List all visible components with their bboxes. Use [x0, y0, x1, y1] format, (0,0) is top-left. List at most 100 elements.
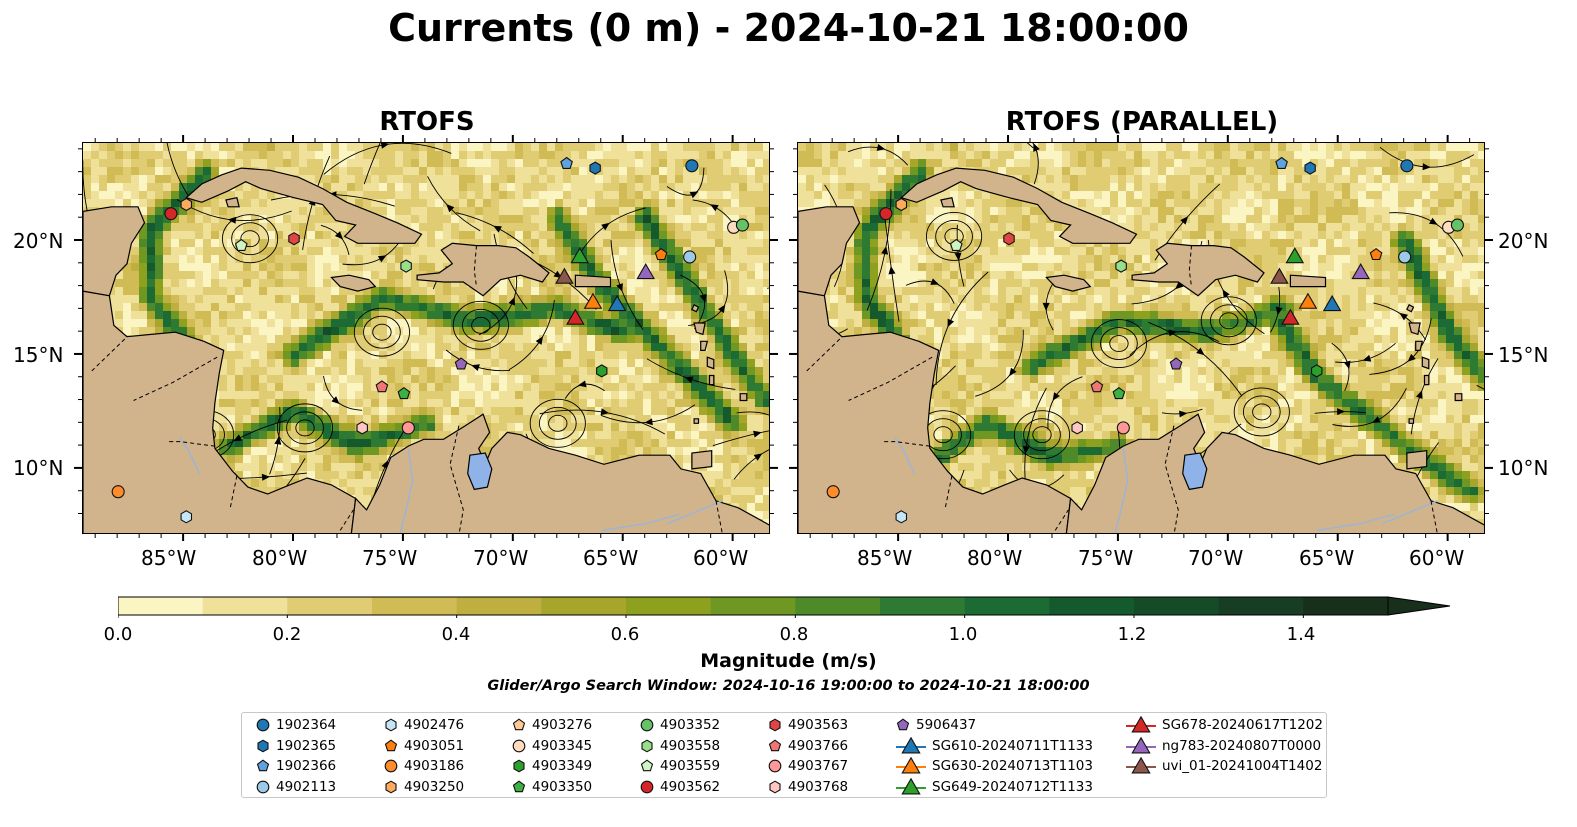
legend-triangle-marker [901, 736, 921, 754]
legend-label: 4902113 [276, 778, 337, 795]
left-obs-marker [589, 161, 601, 175]
right-observation-markers [826, 156, 1464, 524]
legend-item: 4903563 [768, 715, 848, 735]
left-obs-marker [288, 232, 300, 246]
legend-triangle-marker [1131, 736, 1151, 754]
left-obs-marker [375, 380, 389, 393]
colorbar-segment [964, 597, 1050, 615]
left-map-canvas [83, 143, 769, 533]
left-obs-marker [685, 159, 699, 173]
legend-label: 4903250 [404, 778, 465, 795]
colorbar-segment [541, 597, 627, 615]
triangle-marker-icon [1126, 716, 1156, 733]
pentagon-marker-icon [256, 759, 270, 772]
legend-item: 4903559 [640, 756, 720, 776]
legend-item: 4903767 [768, 756, 848, 776]
right-obs-marker [895, 510, 908, 524]
left-obs-marker [583, 292, 603, 309]
legend-label: uvi_01-20241004T1402 [1162, 758, 1323, 774]
right-rivers [894, 436, 1438, 533]
legend-triangle-marker [1131, 716, 1151, 733]
colorbar-segment [1303, 597, 1389, 615]
left-observation-markers [111, 156, 749, 524]
left-rivers [179, 436, 723, 533]
figure-title: Currents (0 m) - 2024-10-21 18:00:00 [388, 6, 1189, 50]
right-obs-marker [895, 197, 908, 212]
legend-label: 4903559 [660, 758, 721, 774]
legend-item: 4903350 [512, 777, 592, 797]
colorbar-segment [287, 597, 373, 615]
right-obs-marker [1304, 161, 1316, 175]
right-lon-label: 70°W [1188, 546, 1244, 570]
colorbar-segment [1218, 597, 1304, 615]
left-obs-marker [397, 387, 411, 400]
legend-item: SG649-20240712T1133 [896, 777, 1093, 797]
legend-triangle-marker [901, 777, 921, 795]
colorbar [118, 596, 1451, 618]
left-obs-marker [636, 263, 655, 280]
left-map-panel[interactable] [82, 142, 770, 534]
legend-item: 4903345 [512, 736, 592, 756]
legend-label: 4903563 [788, 717, 849, 733]
left-obs-marker [164, 207, 178, 221]
colorbar-segment [880, 597, 966, 615]
circle-marker-icon [512, 739, 526, 752]
pentagon-marker-icon [896, 718, 910, 731]
legend-circle-marker [512, 739, 526, 752]
colorbar-tick: 1.0 [948, 624, 978, 645]
right-map-panel[interactable] [797, 142, 1485, 534]
legend-item: SG678-20240617T1202 [1126, 715, 1323, 735]
legend-hexagon-marker [641, 739, 653, 752]
left-obs-marker [400, 259, 412, 273]
right-obs-marker [1369, 248, 1383, 261]
legend-circle-marker [768, 759, 782, 773]
right-obs-marker [949, 238, 963, 251]
colorbar-segment [626, 597, 712, 615]
hexagon-marker-icon [385, 718, 397, 732]
left-obs-marker [654, 248, 668, 261]
right-panel-title: RTOFS (PARALLEL) [1005, 107, 1279, 137]
hexagon-marker-icon [769, 780, 781, 793]
legend-hexagon-marker [769, 718, 781, 732]
right-obs-marker [1450, 218, 1464, 232]
legend-item: uvi_01-20241004T1402 [1126, 756, 1322, 776]
left-lat-label: 20°N [13, 229, 64, 253]
right-obs-marker [1116, 421, 1130, 435]
legend-hexagon-marker [385, 780, 397, 793]
legend-item: 4903250 [384, 777, 464, 797]
legend-item: 4903352 [640, 715, 720, 735]
right-obs-marker [1169, 357, 1183, 370]
legend-item: 4902476 [384, 715, 464, 735]
hexagon-marker-icon [513, 759, 525, 773]
colorbar-tick: 1.4 [1286, 624, 1316, 645]
triangle-marker-icon [896, 777, 926, 795]
colorbar-tick: 0.8 [779, 624, 809, 645]
legend-hexagon-marker [513, 759, 525, 773]
left-borders [91, 245, 723, 533]
colorbar-segment [1134, 597, 1220, 615]
right-lon-label: 65°W [1299, 546, 1355, 570]
right-obs-marker [1112, 387, 1126, 400]
left-obs-marker [735, 218, 749, 232]
legend-pentagon-marker [896, 718, 910, 731]
legend-hexagon-marker [385, 718, 397, 732]
right-borders [806, 245, 1438, 533]
right-obs-marker [1398, 250, 1412, 264]
colorbar-tick: 0.2 [272, 624, 302, 645]
left-lon-label: 75°W [362, 546, 418, 570]
circle-marker-icon [640, 780, 654, 793]
legend-item: 4903349 [512, 756, 592, 776]
triangle-marker-icon [896, 736, 926, 754]
colorbar-extend-max [1387, 596, 1451, 616]
legend: 1902364 1902365 1902366 4902113 4902476 49030… [241, 712, 1327, 798]
triangle-marker-icon [1126, 736, 1156, 754]
pentagon-marker-icon [512, 780, 526, 792]
axis-ticks [74, 135, 1493, 541]
legend-label: SG610-20240711T1133 [932, 737, 1093, 754]
left-lat-label: 10°N [13, 456, 64, 480]
left-obs-marker [180, 510, 193, 524]
right-lon-label: 60°W [1409, 546, 1465, 570]
legend-label: 4903276 [532, 717, 593, 733]
legend-item: 4903768 [768, 777, 848, 797]
left-obs-marker [683, 250, 697, 264]
